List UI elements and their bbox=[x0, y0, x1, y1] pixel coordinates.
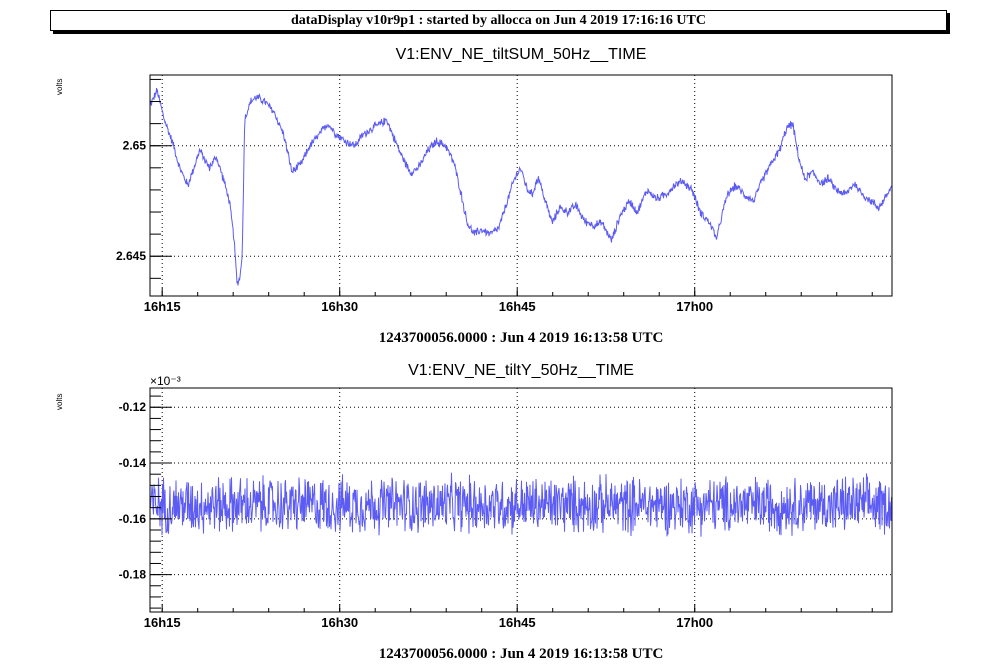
chart1-ytick-label-1: 2.65 bbox=[123, 139, 147, 153]
chart1-xtick-label-3: 17h00 bbox=[676, 299, 713, 314]
chart1-ytick-label-0: 2.645 bbox=[116, 249, 146, 263]
chart1-xtick-label-1: 16h30 bbox=[321, 299, 358, 314]
chart2-xlabel: 1243700056.0000 : Jun 4 2019 16:13:58 UT… bbox=[378, 646, 664, 662]
chart1-xlabel: 1243700056.0000 : Jun 4 2019 16:13:58 UT… bbox=[378, 330, 664, 346]
chart1-trace-0 bbox=[149, 87, 893, 286]
chart2-frame bbox=[149, 387, 893, 613]
chart2-ytick-label-3: -0.18 bbox=[119, 568, 147, 582]
chart2-ytick-label-0: -0.12 bbox=[119, 400, 147, 414]
chart2-ytick-label-1: -0.14 bbox=[119, 456, 147, 470]
chart1-xtick-label-0: 16h15 bbox=[144, 299, 181, 314]
chart1-title: V1:ENV_NE_tiltSUM_50Hz__TIME bbox=[395, 46, 647, 63]
chart2-trace-0 bbox=[149, 472, 893, 537]
chart2-exponent-label: ×10⁻³ bbox=[150, 374, 181, 388]
chart1-xtick-label-2: 16h45 bbox=[499, 299, 536, 314]
chart2-ytick-label-2: -0.16 bbox=[119, 512, 147, 526]
chart2-xtick-label-1: 16h30 bbox=[321, 615, 358, 630]
chart2-xtick-label-2: 16h45 bbox=[499, 615, 536, 630]
chart2-xtick-label-3: 17h00 bbox=[676, 615, 713, 630]
chart2-title: V1:ENV_NE_tiltY_50Hz__TIME bbox=[408, 362, 634, 379]
display-banner: dataDisplay v10r9p1 : started by allocca… bbox=[50, 10, 947, 31]
chart2-xtick-label-0: 16h15 bbox=[144, 615, 181, 630]
chart1-frame bbox=[149, 74, 893, 297]
